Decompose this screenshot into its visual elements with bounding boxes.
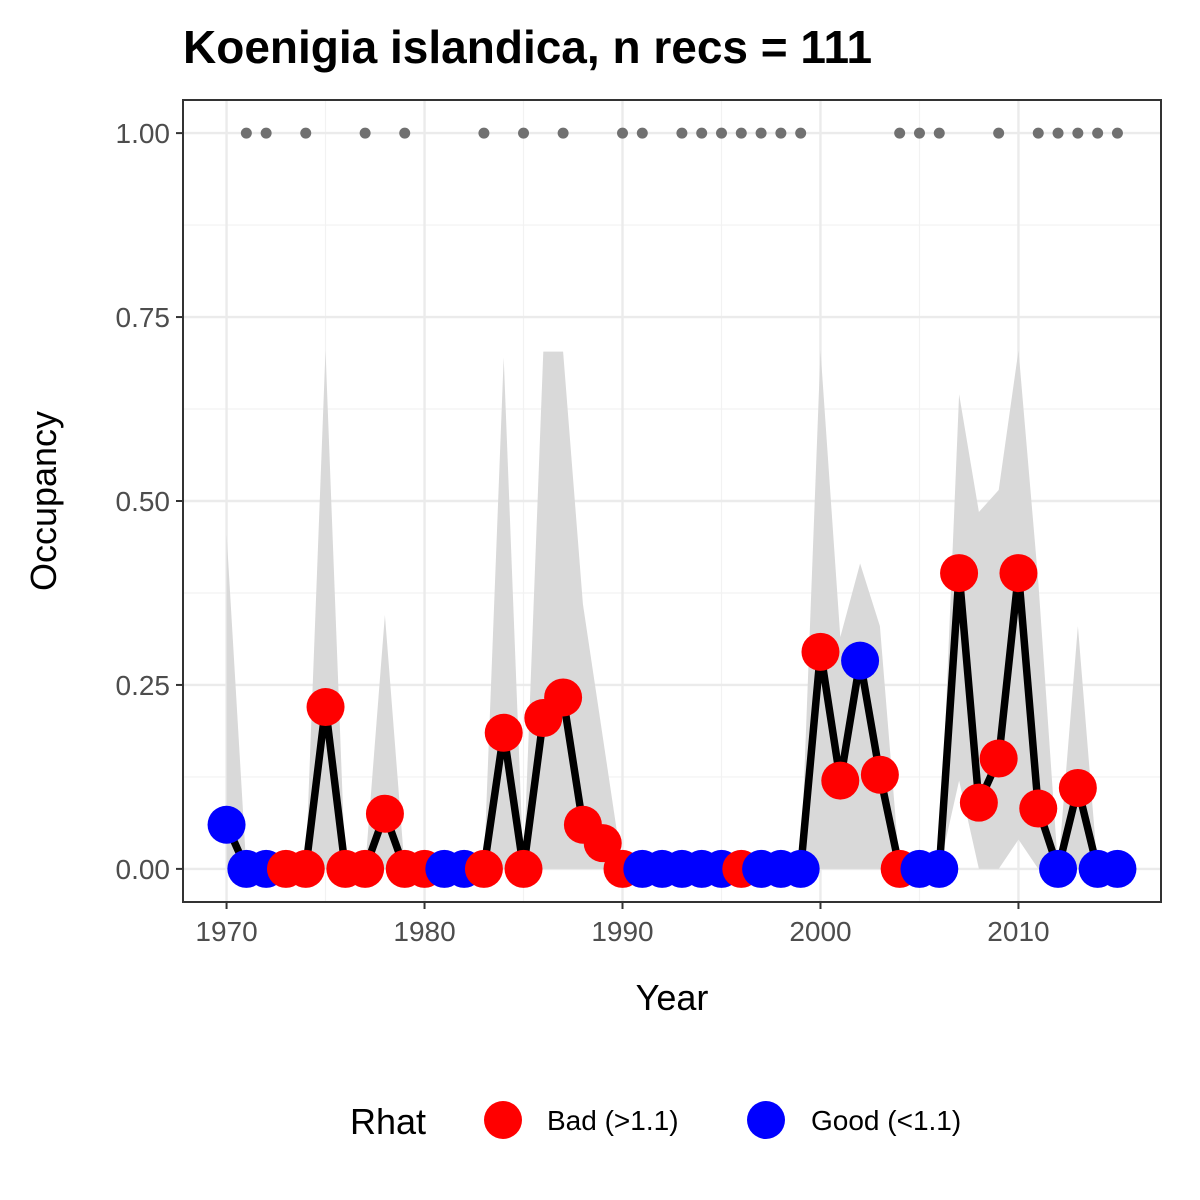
occupancy-point-bad — [464, 849, 503, 888]
record-year-dot — [795, 127, 807, 139]
y-axis-title: Occupancy — [23, 411, 64, 591]
legend-key-bad — [484, 1101, 522, 1139]
occupancy-point-bad — [286, 849, 325, 888]
record-year-dot — [1072, 127, 1084, 139]
record-year-dot — [755, 127, 767, 139]
legend-key-good — [747, 1101, 785, 1139]
legend: Rhat Bad (>1.1) Good (<1.1) — [350, 1101, 961, 1142]
occupancy-point-bad — [346, 849, 385, 888]
y-tick-label: 1.00 — [116, 118, 171, 149]
record-year-dot — [696, 127, 708, 139]
record-year-dot — [775, 127, 787, 139]
occupancy-point-good — [841, 641, 880, 680]
y-tick-label: 0.75 — [116, 302, 171, 333]
record-year-dot — [1052, 127, 1064, 139]
occupancy-point-bad — [306, 688, 345, 727]
occupancy-point-bad — [1058, 768, 1097, 807]
record-year-dot — [735, 127, 747, 139]
occupancy-point-bad — [979, 739, 1018, 778]
occupancy-point-good — [920, 849, 959, 888]
record-year-dot — [240, 127, 252, 139]
occupancy-point-bad — [484, 713, 523, 752]
occupancy-point-bad — [821, 761, 860, 800]
occupancy-point-bad — [544, 678, 583, 717]
occupancy-point-good — [207, 805, 246, 844]
record-year-dot — [1111, 127, 1123, 139]
record-year-dot — [1032, 127, 1044, 139]
record-year-dot — [636, 127, 648, 139]
occupancy-point-bad — [999, 554, 1038, 593]
x-tick-label: 2000 — [789, 916, 851, 947]
occupancy-point-bad — [365, 794, 404, 833]
occupancy-point-good — [1039, 849, 1078, 888]
occupancy-point-good — [1098, 849, 1137, 888]
occupancy-point-bad — [1019, 789, 1058, 828]
record-year-dot — [715, 127, 727, 139]
record-year-dot — [260, 127, 272, 139]
occupancy-point-bad — [801, 632, 840, 671]
record-year-dot — [300, 127, 312, 139]
record-year-dot — [359, 127, 371, 139]
record-year-dot — [478, 127, 490, 139]
chart-title: Koenigia islandica, n recs = 111 — [183, 21, 872, 73]
legend-label-good: Good (<1.1) — [811, 1105, 961, 1136]
x-tick-label: 1970 — [195, 916, 257, 947]
record-year-dot — [933, 127, 945, 139]
record-year-dot — [617, 127, 629, 139]
occupancy-point-bad — [959, 783, 998, 822]
record-year-dot — [913, 127, 925, 139]
y-tick-label: 0.00 — [116, 854, 171, 885]
x-tick-label: 1990 — [591, 916, 653, 947]
y-tick-label: 0.25 — [116, 670, 171, 701]
occupancy-point-bad — [860, 755, 899, 794]
x-axis-ticks: 1970 1980 1990 2000 2010 — [195, 902, 1050, 947]
y-tick-label: 0.50 — [116, 486, 171, 517]
x-tick-label: 2010 — [987, 916, 1049, 947]
record-year-dot — [993, 127, 1005, 139]
legend-label-bad: Bad (>1.1) — [547, 1105, 679, 1136]
occupancy-point-good — [781, 849, 820, 888]
record-year-dot — [518, 127, 530, 139]
legend-title: Rhat — [350, 1101, 426, 1142]
occupancy-point-bad — [504, 849, 543, 888]
x-tick-label: 1980 — [393, 916, 455, 947]
record-year-dot — [894, 127, 906, 139]
record-year-dot — [399, 127, 411, 139]
occupancy-point-bad — [583, 824, 622, 863]
x-axis-title: Year — [636, 977, 709, 1018]
y-axis-ticks: 0.00 0.25 0.50 0.75 1.00 — [116, 118, 183, 885]
occupancy-points — [207, 554, 1137, 888]
record-year-markers — [240, 127, 1123, 139]
record-year-dot — [557, 127, 569, 139]
occupancy-point-bad — [940, 554, 979, 593]
record-year-dot — [676, 127, 688, 139]
record-year-dot — [1092, 127, 1104, 139]
